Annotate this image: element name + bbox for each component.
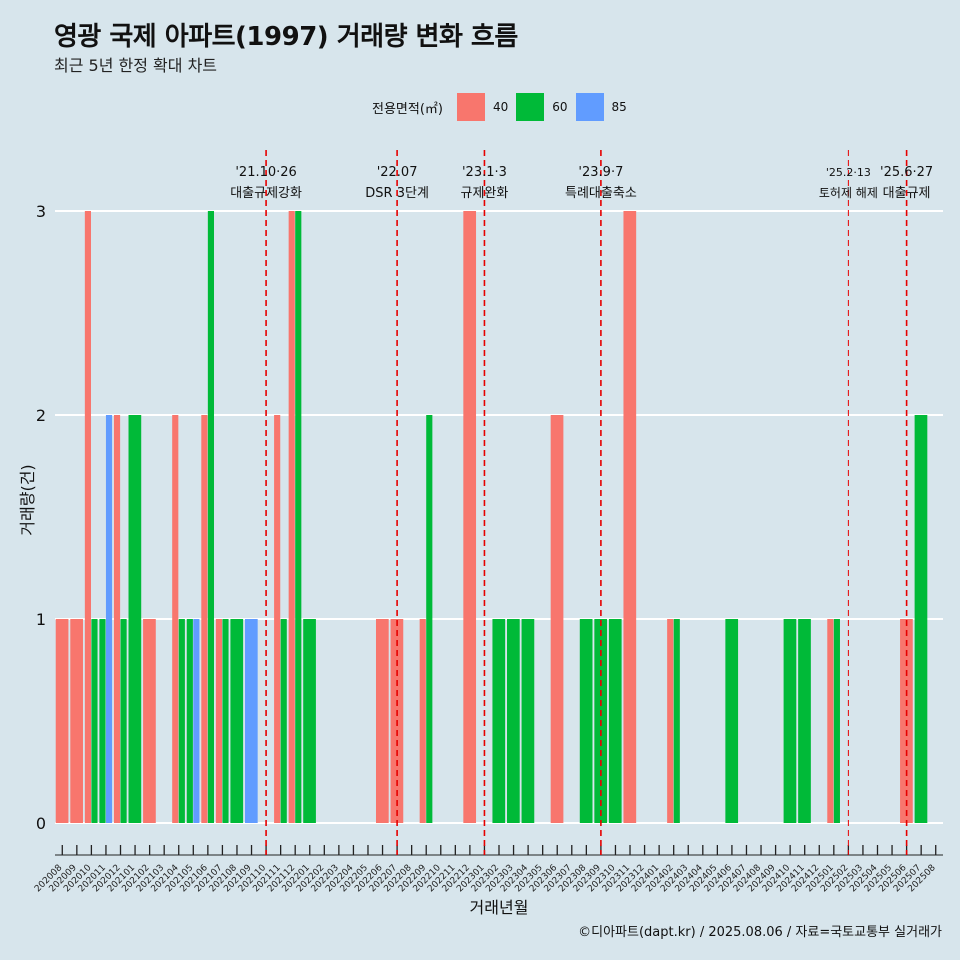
bar-202104-60 [178, 619, 185, 823]
legend-item-85: 85 [575, 93, 627, 121]
bar-202501-40 [827, 619, 834, 823]
bar-202304-60 [521, 619, 535, 823]
bar-202411-60 [798, 619, 811, 823]
bar-202011-60 [99, 619, 106, 823]
legend-swatch-85 [575, 93, 604, 121]
bar-202009-40 [70, 619, 83, 823]
bar-202209-60 [426, 415, 433, 823]
x-axis-title: 거래년월 [470, 898, 529, 917]
bar-202402-40 [667, 619, 674, 823]
bar-202101-60 [128, 415, 142, 823]
bar-202212-40 [463, 211, 477, 823]
bar-202106-60 [207, 211, 215, 823]
bar-202106-40 [201, 415, 208, 823]
bar-202206-40 [375, 619, 389, 823]
annotation-date-202502: '25.2·13 [826, 166, 871, 179]
annotation-label-202301: 규제완화 [461, 186, 509, 201]
bar-202507-60 [914, 415, 928, 823]
bar-202105-85 [193, 619, 200, 823]
bar-202308-60 [579, 619, 593, 823]
bar-202209-40 [419, 619, 426, 823]
bar-202111-40 [274, 415, 281, 823]
bar-202012-40 [113, 415, 121, 823]
bar-202402-60 [673, 619, 680, 823]
legend-item-40: 40 [456, 93, 509, 121]
annotation-date-202207: '22.07 [377, 165, 418, 180]
legend-label-85: 85 [611, 100, 627, 114]
legend-title: 전용면적(㎡) [372, 101, 443, 117]
bar-202111-60 [280, 619, 287, 823]
bar-202108-60 [230, 619, 244, 823]
bar-202302-60 [492, 619, 506, 823]
annotation-date-202506: '25.6·27 [880, 165, 933, 180]
bar-202112-60 [295, 211, 302, 823]
annotation-label-202309: 특례대출축소 [565, 186, 637, 201]
legend-label-40: 40 [492, 100, 509, 114]
annotation-date-202301: '23.1·3 [462, 165, 507, 180]
y-tick-label: 1 [36, 610, 46, 629]
annotation-date-202110: '21.10·26 [235, 165, 296, 180]
bar-202306-40 [550, 415, 564, 823]
bar-202410-60 [783, 619, 797, 823]
bar-202311-40 [623, 211, 637, 823]
legend-label-60: 60 [552, 100, 568, 114]
bar-202501-60 [833, 619, 840, 823]
y-tick-label: 2 [36, 406, 46, 425]
bar-202310-60 [608, 619, 622, 823]
legend-item-60: 60 [516, 93, 568, 121]
bar-202303-60 [507, 619, 520, 823]
y-tick-label: 3 [36, 202, 46, 221]
bar-202105-60 [186, 619, 193, 823]
bar-202107-60 [222, 619, 229, 823]
bar-202406-60 [725, 619, 739, 823]
annotation-date-202309: '23.9·7 [578, 165, 623, 180]
chart-subtitle: 최근 5년 한정 확대 차트 [54, 56, 218, 75]
bar-202008-40 [55, 619, 69, 823]
bar-202109-85 [244, 619, 258, 823]
y-tick-label: 0 [36, 814, 46, 833]
bar-202112-40 [288, 211, 295, 823]
legend-swatch-60 [516, 93, 545, 121]
bar-202201-60 [303, 619, 316, 823]
y-axis-title: 거래량(건) [18, 464, 37, 535]
bar-202104-40 [172, 415, 179, 823]
chart-title: 영광 국제 아파트(1997) 거래량 변화 흐름 [54, 22, 518, 52]
annotation-label-202207: DSR 3단계 [365, 186, 429, 201]
annotation-label-202110: 대출규제강화 [230, 186, 302, 201]
bar-202012-60 [120, 619, 127, 823]
legend-swatch-40 [456, 93, 485, 121]
annotation-label-202506: 대출규제 [883, 186, 931, 201]
annotation-label-202502: 토허제 해제 [819, 186, 878, 200]
bar-202010-40 [84, 211, 91, 823]
bar-202102-40 [143, 619, 156, 823]
legend: 전용면적(㎡) 40 60 85 [372, 93, 635, 121]
bar-202010-60 [91, 619, 98, 823]
bar-202107-40 [215, 619, 223, 823]
bar-202011-85 [105, 415, 113, 823]
source-caption: ©디아파트(dapt.kr) / 2025.08.06 / 자료=국토교통부 실… [578, 925, 942, 940]
